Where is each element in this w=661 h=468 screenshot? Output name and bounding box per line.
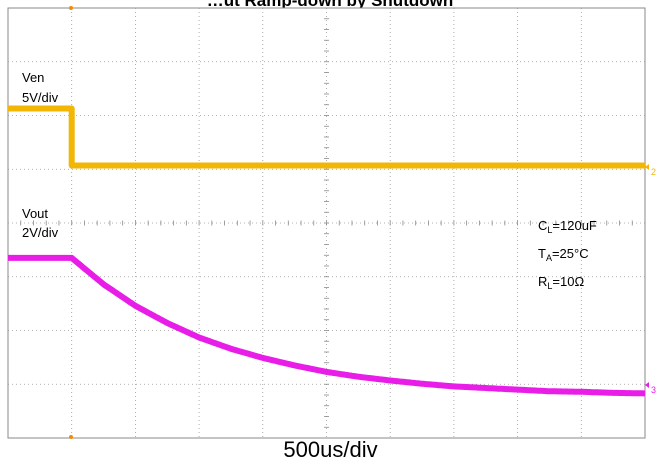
center-axis-ticks — [20, 18, 633, 428]
ta-annotation: TA=25°C — [538, 246, 589, 263]
vout-scale-label: 2V/div — [22, 225, 59, 240]
vout-trace — [6, 254, 647, 397]
trigger-top-marker — [69, 6, 73, 10]
x-axis-scale-label: 500us/div — [283, 437, 378, 462]
ven-scale-label: 5V/div — [22, 90, 59, 105]
cl-annotation: CL=120uF — [538, 218, 597, 235]
svg-text:3: 3 — [651, 385, 656, 395]
ch2-marker: 2 — [645, 164, 656, 177]
rl-annotation: RL=10Ω — [538, 274, 584, 291]
ven-label: Ven — [22, 70, 44, 85]
svg-text:2: 2 — [651, 167, 656, 177]
vout-label: Vout — [22, 206, 48, 221]
ch3-marker: 3 — [645, 382, 656, 395]
chart-title: …ut Ramp-down by Shutdown — [207, 0, 453, 10]
traces — [6, 105, 647, 397]
trigger-bottom-marker — [69, 435, 73, 439]
ven-trace — [6, 105, 647, 169]
